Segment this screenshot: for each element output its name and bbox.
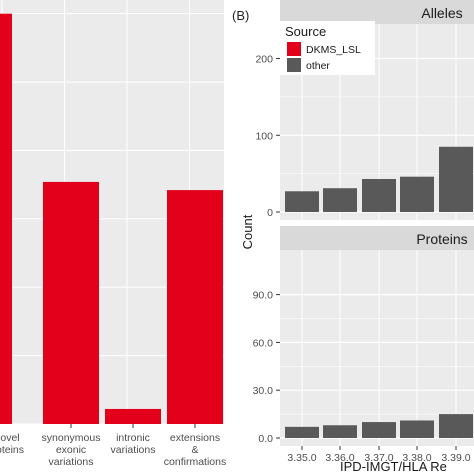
panel-a-bar bbox=[167, 190, 223, 424]
panel-a-tick-label: confirmations bbox=[164, 456, 226, 468]
facet-bar bbox=[362, 422, 396, 438]
facet-bar bbox=[439, 146, 473, 212]
panel-b-label: (B) bbox=[232, 8, 249, 23]
facet-strip-label: Proteins bbox=[416, 231, 467, 247]
panel-b-x-axis-title: IPD-IMGT/HLA Re bbox=[340, 459, 447, 474]
panel-a-tick-label: extensions bbox=[170, 432, 220, 444]
facet-bar bbox=[400, 176, 434, 212]
panel-a-bar bbox=[105, 408, 161, 424]
panel-a-tick-label: oteins bbox=[0, 444, 24, 456]
legend-entry-label: other bbox=[306, 60, 330, 72]
panel-a-bar-chart: oveloteinssynonymousexonicvariationsintr… bbox=[0, 0, 226, 468]
facet-bar bbox=[439, 414, 473, 438]
legend-title: Source bbox=[285, 24, 326, 39]
facet-bar bbox=[400, 420, 434, 438]
panel-a-tick-label: intronic bbox=[116, 432, 150, 444]
panel-a-tick-label: variations bbox=[49, 456, 94, 468]
facet-y-tick-label: 30.0 bbox=[253, 385, 274, 397]
facet-bar bbox=[323, 188, 357, 212]
legend-swatch bbox=[287, 42, 301, 56]
facet-y-tick-label: 200 bbox=[255, 54, 273, 66]
panel-b-y-axis-title: Count bbox=[240, 214, 255, 249]
facet-bar bbox=[362, 179, 396, 212]
legend-entry-label: DKMS_LSL bbox=[306, 44, 361, 56]
panel-b-x-tick-label: 3.38.0 bbox=[402, 452, 431, 464]
panel-b-x-tick-label: 3.36.0 bbox=[325, 452, 354, 464]
panel-a-tick-label: & bbox=[191, 444, 198, 456]
facet-y-tick-label: 0.0 bbox=[258, 433, 273, 445]
panel-a-tick-label: variations bbox=[111, 444, 156, 456]
facet-y-tick-label: 0 bbox=[267, 207, 273, 219]
facet-panel-background bbox=[280, 250, 474, 446]
panel-b-x-tick-label: 3.39.0 bbox=[441, 452, 470, 464]
facet-strip-label: Alleles bbox=[421, 5, 462, 21]
legend-swatch bbox=[287, 58, 301, 72]
panel-a-tick-label: synonymous bbox=[42, 432, 101, 444]
facet-bar bbox=[285, 426, 319, 438]
facet-y-tick-label: 90.0 bbox=[253, 290, 274, 302]
panel-b-x-tick-label: 3.37.0 bbox=[364, 452, 393, 464]
panel-b-x-tick-label: 3.35.0 bbox=[287, 452, 316, 464]
facet-strip bbox=[280, 0, 474, 24]
panel-a-bar bbox=[0, 13, 12, 424]
panel-a-tick-label: exonic bbox=[56, 444, 86, 456]
panel-a-tick-label: ovel bbox=[0, 432, 19, 444]
facet-bar bbox=[285, 191, 319, 212]
facet-y-tick-label: 60.0 bbox=[253, 337, 274, 349]
facet-bar bbox=[323, 425, 357, 438]
facet-strip bbox=[280, 226, 474, 250]
panel-b-faceted-bar-chart: (B) Alleles 0 100 200 Proteins 0.0 30.0 60.0 90.… bbox=[232, 0, 474, 474]
facet-y-tick-label: 100 bbox=[255, 130, 273, 142]
panel-a-bar bbox=[43, 181, 99, 424]
